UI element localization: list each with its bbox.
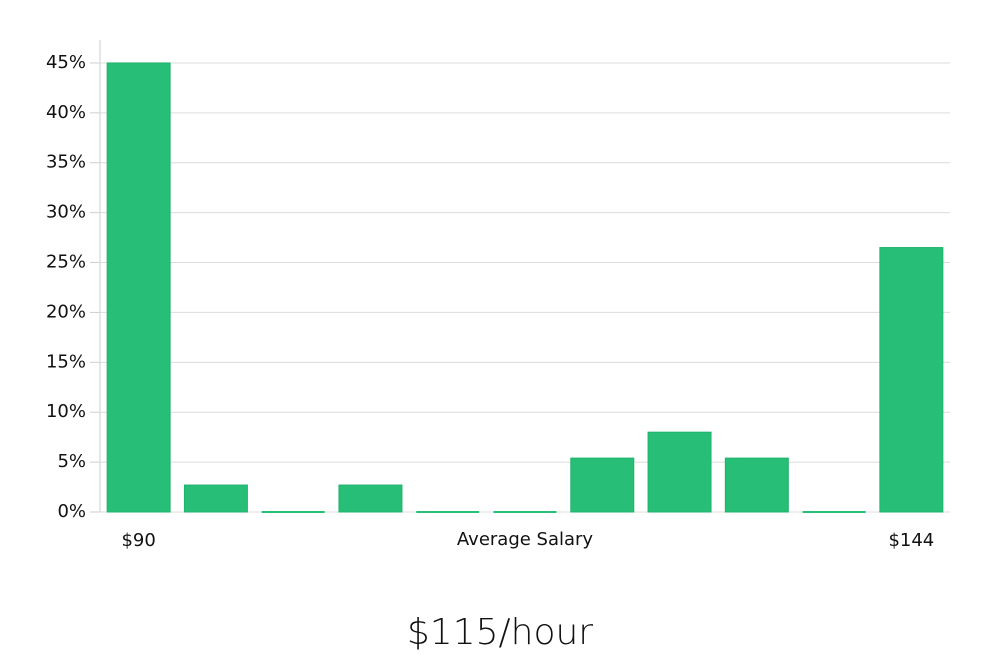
y-tick-label: 0% [57,501,86,522]
y-tick-label: 40% [46,102,86,123]
bar [570,457,635,513]
y-tick-label: 10% [46,401,86,422]
y-tick-label: 45% [46,52,86,73]
bar [338,484,403,513]
footer: $115/hour [407,612,593,653]
y-tick-label: 5% [57,451,86,472]
bar [106,62,171,513]
y-tick-label: 15% [46,351,86,372]
x-tick-label: $144 [888,530,934,551]
y-tick-label: 25% [46,252,86,273]
bar [879,247,944,513]
x-tick-label: $90 [121,530,155,551]
bar [647,431,712,513]
y-tick-label: 20% [46,301,86,322]
x-axis-label: Average Salary [457,529,594,550]
y-tick-label: 35% [46,152,86,173]
bar [724,457,789,513]
bar [183,484,248,513]
y-tick-label: 30% [46,202,86,223]
